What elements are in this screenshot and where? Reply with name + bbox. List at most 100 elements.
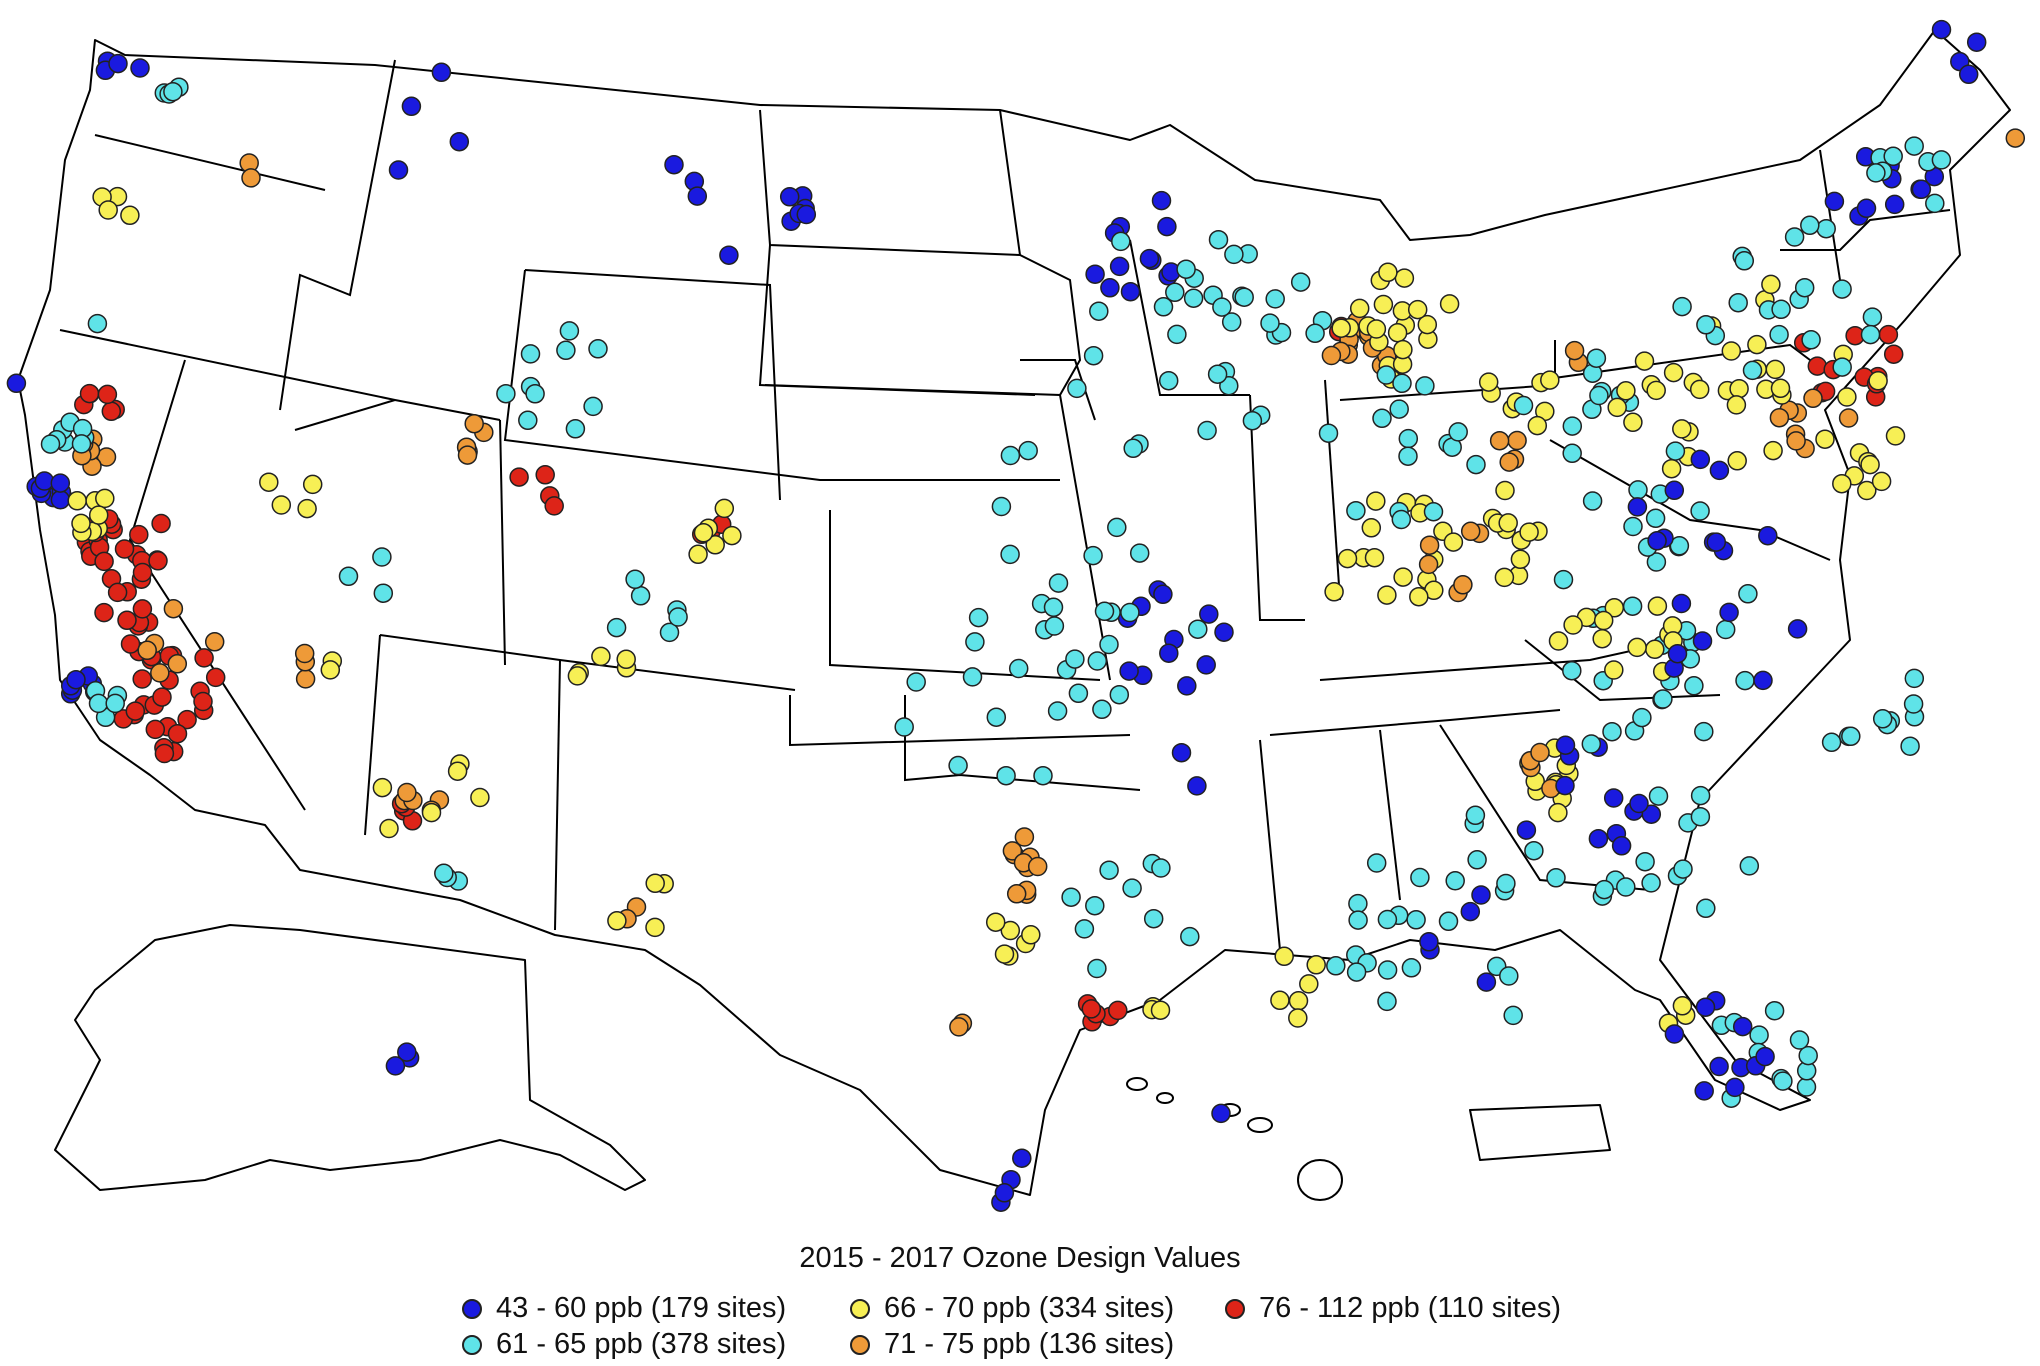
site-marker bbox=[1871, 471, 1892, 492]
site-marker bbox=[1224, 244, 1244, 265]
site-marker bbox=[645, 873, 665, 894]
site-marker bbox=[509, 467, 529, 487]
site-marker bbox=[120, 634, 141, 654]
site-marker bbox=[1672, 419, 1692, 439]
site-marker bbox=[1816, 218, 1836, 239]
site-marker bbox=[1214, 622, 1234, 642]
site-marker bbox=[457, 445, 478, 465]
site-marker bbox=[1393, 339, 1413, 360]
site-marker bbox=[137, 640, 157, 661]
site-marker bbox=[687, 186, 708, 206]
site-marker bbox=[1653, 689, 1673, 709]
site-marker bbox=[98, 200, 118, 220]
puerto-rico-outline bbox=[1469, 1104, 1611, 1161]
site-marker bbox=[1089, 301, 1109, 321]
site-marker bbox=[1715, 619, 1736, 640]
site-marker bbox=[1623, 516, 1643, 537]
site-marker bbox=[1824, 191, 1845, 212]
site-marker bbox=[591, 646, 611, 667]
site-marker bbox=[1364, 547, 1385, 568]
site-marker bbox=[1689, 379, 1710, 400]
site-marker bbox=[94, 602, 114, 623]
site-marker bbox=[1159, 643, 1179, 663]
site-marker bbox=[567, 666, 588, 686]
site-marker bbox=[1641, 873, 1661, 893]
site-marker bbox=[1594, 879, 1615, 900]
site-marker bbox=[588, 339, 608, 359]
site-marker bbox=[1564, 340, 1585, 361]
site-marker bbox=[1107, 517, 1127, 538]
site-marker bbox=[1872, 709, 1893, 729]
site-marker bbox=[295, 669, 316, 689]
site-marker bbox=[985, 912, 1006, 932]
site-marker bbox=[1476, 972, 1497, 992]
site-marker bbox=[1884, 194, 1905, 215]
site-marker bbox=[525, 384, 545, 404]
site-marker bbox=[1398, 446, 1418, 466]
site-marker bbox=[1627, 637, 1647, 658]
site-marker bbox=[1109, 684, 1130, 705]
site-marker bbox=[1709, 460, 1730, 481]
site-marker bbox=[1288, 1008, 1308, 1028]
site-marker bbox=[1553, 569, 1574, 590]
site-marker bbox=[152, 687, 172, 707]
legend-item-low: 43 - 60 ppb (179 sites) bbox=[462, 1292, 786, 1325]
site-marker bbox=[194, 648, 214, 668]
site-marker bbox=[1033, 765, 1053, 786]
site-marker bbox=[1158, 370, 1179, 391]
site-marker bbox=[518, 410, 538, 431]
site-marker bbox=[1120, 602, 1140, 623]
site-marker bbox=[1663, 362, 1684, 383]
hawaii-outline bbox=[1126, 1077, 1343, 1201]
site-marker bbox=[145, 719, 166, 740]
site-marker bbox=[372, 777, 393, 798]
site-marker bbox=[1931, 19, 1952, 40]
site-marker bbox=[1108, 1000, 1128, 1021]
site-marker bbox=[1466, 454, 1486, 475]
site-marker bbox=[1171, 742, 1192, 763]
site-marker bbox=[1014, 827, 1035, 847]
site-marker bbox=[1265, 289, 1285, 309]
site-marker bbox=[1764, 1000, 1785, 1021]
site-marker bbox=[1321, 345, 1342, 366]
site-marker bbox=[1337, 548, 1358, 569]
site-marker bbox=[1180, 926, 1200, 947]
site-marker bbox=[1212, 297, 1232, 317]
site-marker bbox=[1603, 788, 1624, 808]
site-marker bbox=[949, 1017, 969, 1037]
site-marker bbox=[338, 566, 359, 587]
site-marker bbox=[87, 313, 108, 334]
site-marker bbox=[1616, 877, 1636, 897]
site-marker bbox=[132, 599, 153, 619]
site-marker bbox=[1377, 585, 1397, 605]
site-marker bbox=[6, 373, 27, 394]
site-marker bbox=[1047, 701, 1068, 721]
site-marker bbox=[986, 707, 1007, 727]
site-marker bbox=[1911, 179, 1932, 200]
site-marker bbox=[1000, 445, 1021, 466]
site-marker bbox=[583, 396, 603, 417]
site-marker bbox=[94, 551, 114, 572]
site-marker bbox=[1377, 991, 1397, 1012]
site-marker bbox=[1593, 610, 1614, 631]
site-marker bbox=[241, 168, 261, 188]
site-marker bbox=[1546, 868, 1566, 888]
site-marker bbox=[1366, 319, 1387, 339]
site-marker bbox=[1530, 742, 1550, 763]
site-marker bbox=[1048, 573, 1069, 593]
site-marker bbox=[150, 663, 170, 683]
site-marker bbox=[1111, 231, 1131, 252]
site-marker bbox=[434, 863, 454, 884]
site-marker bbox=[1732, 1016, 1753, 1037]
site-marker bbox=[1555, 735, 1576, 755]
site-marker bbox=[129, 524, 149, 545]
site-marker bbox=[1555, 775, 1575, 796]
site-marker bbox=[1735, 670, 1755, 691]
site-marker bbox=[1372, 408, 1392, 429]
site-marker bbox=[1419, 535, 1440, 555]
site-marker bbox=[1478, 372, 1499, 392]
site-marker bbox=[373, 583, 394, 603]
site-marker bbox=[1008, 658, 1029, 679]
site-marker bbox=[962, 667, 983, 687]
